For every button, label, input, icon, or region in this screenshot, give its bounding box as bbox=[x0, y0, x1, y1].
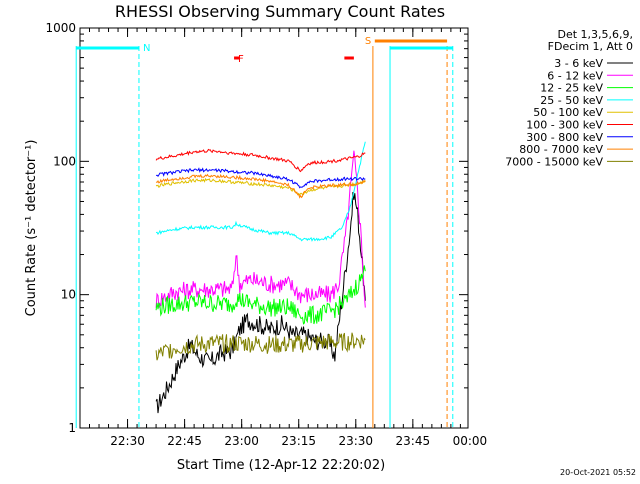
flag-f-label: F bbox=[238, 54, 244, 65]
x-tick-label: 23:00 bbox=[224, 434, 259, 448]
x-tick-label: 22:30 bbox=[110, 434, 145, 448]
timestamp: 20-Oct-2021 05:52 bbox=[560, 468, 636, 477]
y-tick-label: 10 bbox=[61, 288, 76, 302]
series-line-6 bbox=[155, 167, 366, 189]
legend-header-line-2: FDecim 1, Att 0 bbox=[548, 40, 633, 53]
legend: Det 1,3,5,6,9, FDecim 1, Att 0 3 - 6 keV… bbox=[505, 28, 633, 168]
x-tick-label: 23:30 bbox=[338, 434, 373, 448]
legend-entry-label: 25 - 50 keV bbox=[540, 94, 603, 107]
legend-header-line-1: Det 1,3,5,6,9, bbox=[557, 28, 633, 41]
legend-entry-label: 100 - 300 keV bbox=[526, 119, 603, 132]
x-axis-label: Start Time (12-Apr-12 22:20:02) bbox=[177, 458, 385, 473]
flag-n-label: N bbox=[143, 43, 150, 54]
y-tick-label: 100 bbox=[53, 154, 76, 168]
x-tick-label: 22:45 bbox=[167, 434, 202, 448]
legend-entry-label: 3 - 6 keV bbox=[554, 57, 603, 70]
legend-entry-label: 7000 - 15000 keV bbox=[505, 155, 603, 168]
series-line-1 bbox=[155, 150, 366, 308]
series-line-5 bbox=[155, 148, 366, 173]
series-line-7 bbox=[155, 173, 366, 199]
legend-entry-label: 800 - 7000 keV bbox=[519, 143, 603, 156]
x-tick-label: 00:00 bbox=[453, 434, 488, 448]
x-tick-label: 23:15 bbox=[281, 434, 316, 448]
chart-title: RHESSI Observing Summary Count Rates bbox=[115, 2, 445, 21]
plot-frame bbox=[79, 27, 469, 429]
flag-s-label: S bbox=[365, 36, 371, 47]
series-line-3 bbox=[155, 141, 366, 242]
y-axis-label: Count Rate (s⁻¹ detector⁻¹) bbox=[24, 140, 39, 317]
y-tick-label: 1 bbox=[68, 421, 76, 435]
legend-entry-label: 12 - 25 keV bbox=[540, 82, 603, 95]
legend-entry-label: 300 - 800 keV bbox=[526, 131, 603, 144]
legend-entry-label: 50 - 100 keV bbox=[533, 106, 603, 119]
series-line-4 bbox=[155, 177, 366, 196]
legend-entry-label: 6 - 12 keV bbox=[547, 69, 603, 82]
series-line-8 bbox=[155, 332, 366, 361]
x-tick-label: 23:45 bbox=[396, 434, 431, 448]
y-tick-label: 1000 bbox=[45, 21, 76, 35]
series-line-2 bbox=[155, 265, 366, 325]
